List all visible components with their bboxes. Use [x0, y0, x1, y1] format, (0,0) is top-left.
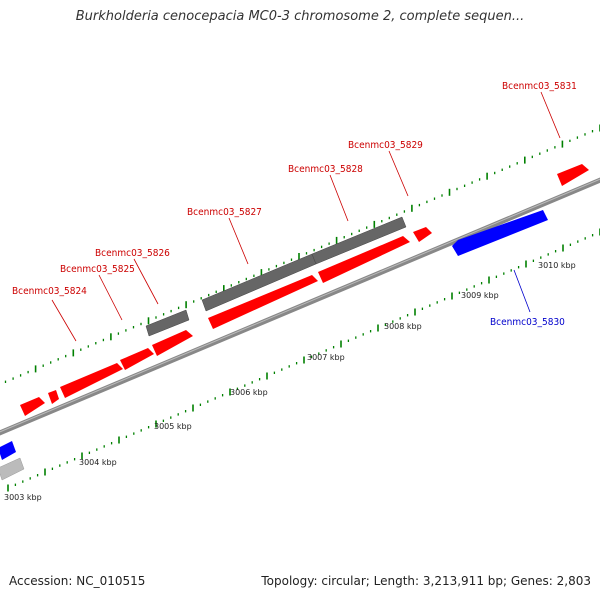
gene-label[interactable]: Bcenmc03_5826 — [95, 248, 170, 259]
gene-feature-gray[interactable] — [145, 309, 190, 337]
gene-label[interactable]: Bcenmc03_5830 — [490, 317, 565, 328]
gene-feature-forward[interactable] — [60, 363, 123, 398]
tick-row-inner — [7, 228, 600, 492]
backbone-line — [0, 177, 600, 436]
gene-feature-other[interactable] — [0, 457, 25, 481]
kbp-label: 3010 kbp — [538, 261, 576, 270]
gene-feature-forward[interactable] — [208, 275, 318, 329]
label-leader-line — [51, 299, 77, 342]
map-title: Burkholderia cenocepacia MC0-3 chromosom… — [75, 9, 525, 24]
gene-label[interactable]: Bcenmc03_5825 — [60, 264, 135, 275]
gene-label[interactable]: Bcenmc03_5828 — [288, 164, 363, 175]
gene-feature-forward[interactable] — [557, 164, 589, 186]
kbp-label: 3004 kbp — [79, 458, 117, 467]
label-leader-line — [540, 91, 561, 139]
gene-label[interactable]: Bcenmc03_5824 — [12, 286, 87, 297]
gene-label[interactable]: Bcenmc03_5831 — [502, 81, 577, 92]
gene-feature-forward[interactable] — [318, 236, 410, 283]
gene-feature-forward[interactable] — [152, 330, 193, 356]
kbp-label: 3006 kbp — [230, 388, 268, 397]
gene-feature-forward[interactable] — [20, 397, 45, 416]
gene-feature-reverse[interactable] — [452, 210, 548, 256]
gene-label[interactable]: Bcenmc03_5827 — [187, 207, 262, 218]
gene-feature-forward[interactable] — [120, 348, 154, 370]
gene-feature-forward[interactable] — [413, 227, 432, 242]
kbp-label: 3003 kbp — [4, 493, 42, 502]
label-leader-line — [329, 174, 349, 222]
gene-label[interactable]: Bcenmc03_5829 — [348, 140, 423, 151]
label-leader-line — [388, 150, 409, 197]
kbp-label: 3005 kbp — [154, 422, 192, 431]
label-leader-line — [98, 274, 123, 321]
gene-feature-forward[interactable] — [48, 390, 59, 404]
label-leader-line — [133, 258, 159, 305]
accession-text: Accession: NC_010515 — [9, 574, 146, 588]
kbp-label: 3009 kbp — [461, 291, 499, 300]
kbp-label: 3008 kbp — [384, 322, 422, 331]
label-leader-line — [228, 217, 249, 265]
gene-feature-gray[interactable] — [311, 216, 407, 265]
topology-summary: Topology: circular; Length: 3,213,911 bp… — [261, 574, 591, 588]
kbp-label: 3007 kbp — [307, 353, 345, 362]
backbone-highlight — [0, 178, 600, 433]
tick-row-outer — [4, 124, 600, 383]
gene-feature-reverse[interactable] — [0, 441, 16, 460]
label-leader-line — [513, 269, 531, 313]
